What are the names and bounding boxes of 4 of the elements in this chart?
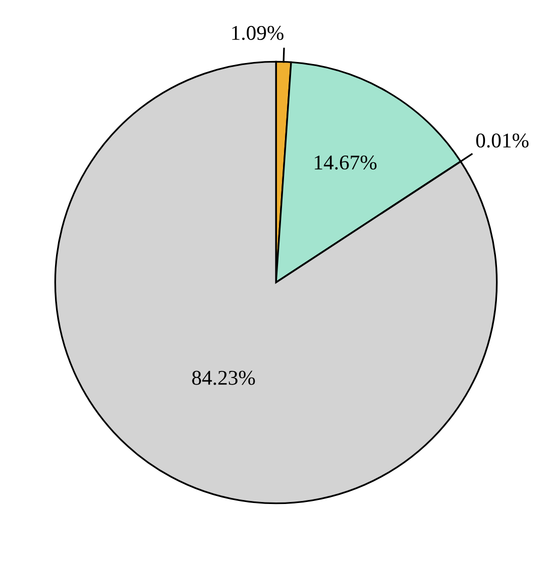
data-label: 1.09% [232,26,284,40]
data-label: 14.67% [314,155,377,170]
data-label: 84.23% [192,370,255,385]
data-label: 0.01% [476,133,529,148]
